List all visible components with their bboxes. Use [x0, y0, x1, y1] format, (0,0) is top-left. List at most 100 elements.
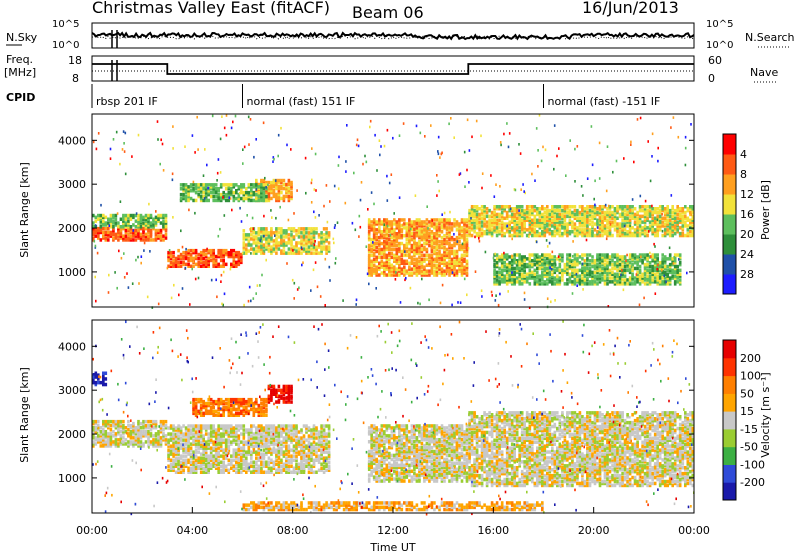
- echo-cell: [686, 224, 690, 228]
- echo-cell: [668, 210, 672, 215]
- echo-cell: [428, 298, 430, 302]
- echo-cell: [531, 262, 534, 267]
- echo-cell: [453, 136, 455, 139]
- echo-cell: [209, 254, 213, 259]
- echo-cell: [179, 466, 183, 470]
- echo-cell: [209, 424, 213, 428]
- echo-cell: [673, 255, 677, 259]
- echo-cell: [209, 462, 213, 466]
- echo-cell: [583, 216, 587, 220]
- echo-cell: [177, 458, 180, 462]
- echo-cell: [157, 434, 160, 438]
- echo-cell: [307, 247, 311, 251]
- echo-cell: [636, 222, 639, 226]
- echo-cell: [673, 216, 677, 220]
- echo-cell: [483, 214, 486, 219]
- echo-cell: [97, 428, 100, 432]
- echo-cell: [285, 243, 288, 247]
- echo-cell: [197, 440, 200, 444]
- echo-cell: [465, 261, 469, 265]
- echo-cell: [194, 254, 198, 259]
- echo-cell: [438, 255, 441, 260]
- echo-cell: [292, 249, 294, 252]
- echo-cell: [109, 428, 113, 432]
- echo-cell: [167, 458, 170, 462]
- echo-cell: [222, 428, 225, 432]
- echo-cell: [107, 434, 110, 438]
- echo-cell: [252, 231, 256, 235]
- echo-cell: [224, 250, 228, 255]
- echo-cell: [167, 264, 170, 268]
- echo-cell: [217, 187, 220, 191]
- echo-cell: [467, 247, 470, 250]
- echo-cell: [586, 253, 589, 257]
- echo-cell: [543, 261, 547, 265]
- echo-cell: [187, 264, 190, 268]
- echo-cell: [430, 269, 434, 273]
- echo-cell: [628, 214, 632, 219]
- echo-cell: [92, 430, 95, 434]
- echo-cell: [338, 155, 340, 159]
- echo-cell: [598, 212, 602, 217]
- echo-cell: [167, 454, 170, 458]
- echo-cell: [177, 436, 180, 440]
- echo-cell: [463, 269, 466, 273]
- echo-cell: [531, 274, 534, 278]
- echo-cell: [678, 261, 682, 265]
- echo-cell: [578, 216, 582, 220]
- echo-cell: [556, 218, 559, 222]
- echo-cell: [222, 462, 225, 466]
- echo-cell: [207, 460, 210, 464]
- echo-cell: [196, 115, 198, 119]
- echo-cell: [458, 257, 461, 262]
- echo-cell: [689, 218, 692, 222]
- echo-cell: [182, 458, 185, 462]
- echo-cell: [92, 434, 95, 438]
- echo-cell: [500, 143, 502, 147]
- echo-cell: [538, 210, 542, 215]
- echo-cell: [102, 434, 105, 438]
- echo-cell: [265, 229, 268, 233]
- echo-cell: [137, 228, 140, 233]
- echo-cell: [219, 248, 223, 253]
- echo-cell: [553, 216, 557, 220]
- echo-cell: [362, 162, 364, 166]
- echo-cell: [383, 263, 386, 267]
- echo-cell: [355, 298, 358, 302]
- echo-cell: [372, 253, 376, 258]
- echo-cell: [621, 282, 624, 286]
- echo-cell: [169, 444, 173, 448]
- echo-cell: [651, 212, 654, 217]
- echo-cell: [104, 236, 108, 240]
- echo-cell: [272, 190, 276, 195]
- echo-cell: [97, 419, 100, 424]
- echo-cell: [533, 282, 537, 286]
- echo-cell: [468, 230, 471, 234]
- echo-cell: [493, 226, 496, 230]
- echo-cell: [578, 224, 582, 228]
- echo-cell: [423, 259, 426, 263]
- echo-cell: [260, 192, 263, 197]
- echo-cell: [217, 254, 220, 259]
- echo-cell: [508, 222, 511, 226]
- echo-cell: [490, 231, 494, 236]
- echo-cell: [199, 250, 203, 255]
- echo-cell: [245, 243, 248, 247]
- echo-cell: [641, 274, 644, 278]
- echo-cell: [179, 442, 183, 446]
- echo-cell: [327, 231, 331, 235]
- echo-cell: [398, 222, 401, 226]
- echo-cell: [252, 190, 256, 195]
- echo-cell: [611, 255, 614, 259]
- echo-cell: [224, 187, 228, 191]
- echo-cell: [508, 268, 511, 273]
- echo-cell: [430, 267, 434, 271]
- echo-cell: [498, 272, 501, 276]
- echo-cell: [511, 237, 513, 241]
- echo-cell: [430, 271, 434, 275]
- echo-cell: [543, 228, 547, 232]
- echo-cell: [618, 207, 622, 211]
- echo-cell: [413, 237, 416, 242]
- echo-cell: [260, 245, 263, 249]
- echo-cell: [290, 229, 293, 233]
